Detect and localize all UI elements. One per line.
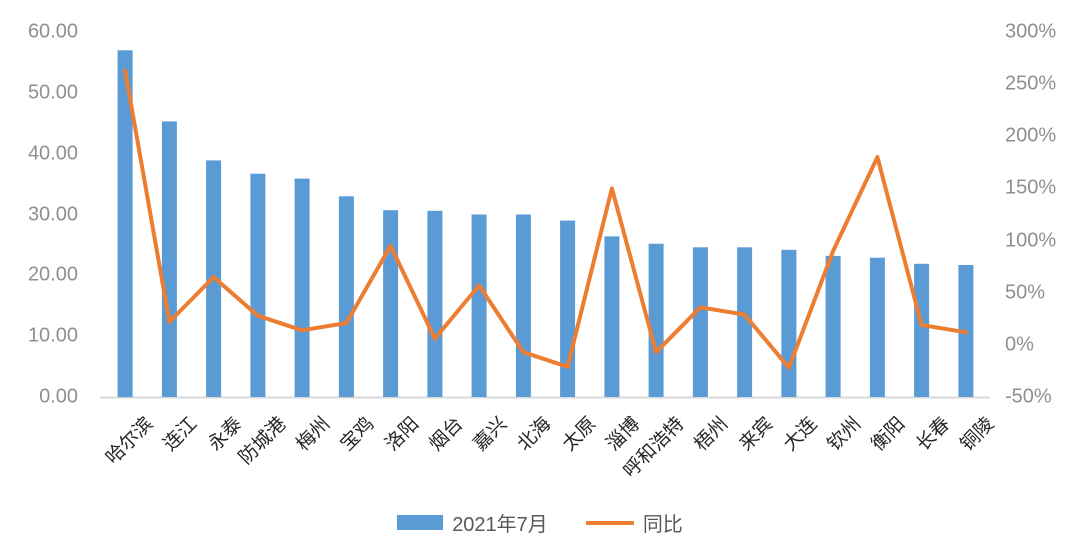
legend-bar-label: 2021年7月 xyxy=(452,514,548,536)
bar xyxy=(338,196,354,398)
bar xyxy=(427,210,443,397)
bar xyxy=(250,173,266,397)
bar xyxy=(914,263,930,397)
legend-line-label: 同比 xyxy=(642,514,683,536)
bar xyxy=(869,257,885,397)
bar xyxy=(737,247,753,397)
bar xyxy=(560,220,576,397)
bar xyxy=(648,243,664,397)
bar xyxy=(471,214,487,397)
bar xyxy=(692,247,708,397)
legend-bar-swatch xyxy=(397,515,444,530)
bar xyxy=(117,50,133,398)
legend-item-bar: 2021年7月 xyxy=(397,508,548,537)
bar xyxy=(161,121,177,398)
legend-item-line: 同比 xyxy=(585,508,683,537)
bar xyxy=(515,214,531,397)
legend: 2021年7月 同比 xyxy=(0,508,1080,537)
bar xyxy=(383,210,399,397)
bar xyxy=(781,249,797,397)
bar xyxy=(294,178,310,397)
trend-line xyxy=(123,68,968,370)
legend-line-swatch xyxy=(585,520,634,525)
bar xyxy=(604,236,620,397)
bar xyxy=(825,255,841,397)
